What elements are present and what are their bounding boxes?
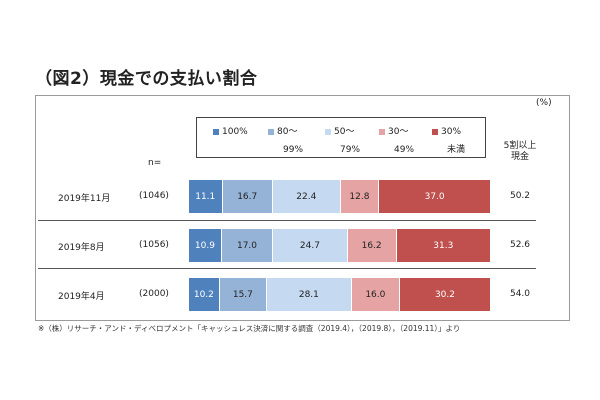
- stacked-bar: 11.1 16.7 22.4 12.8 37.0: [189, 180, 491, 213]
- bar-segment: 28.1: [267, 278, 352, 311]
- bar-segment: 17.0: [221, 229, 274, 262]
- legend-label-line2: 未満: [447, 145, 466, 155]
- legend-label: 50～: [334, 127, 355, 137]
- bar-segment: 37.0: [379, 180, 491, 213]
- legend-label-line2: 99%: [283, 145, 304, 155]
- legend-label: 80～: [277, 127, 298, 137]
- row-separator: [38, 268, 536, 269]
- bar-segment: 31.3: [396, 229, 491, 262]
- legend-label-line2: 79%: [340, 145, 361, 155]
- bar-segment: 16.2: [347, 229, 397, 262]
- bar-segment: 10.9: [189, 229, 222, 262]
- bar-segment: 16.7: [222, 180, 273, 213]
- row-sample-size: (2000): [139, 289, 169, 299]
- share-header-line2: 現金: [510, 152, 529, 162]
- legend-swatch: [325, 129, 331, 135]
- row-period-label: 2019年11月: [58, 194, 111, 204]
- legend-swatch: [379, 129, 385, 135]
- bar-segment: 12.8: [340, 180, 380, 213]
- bar-segment: 30.2: [399, 278, 491, 311]
- share-header-line1: 5割以上: [503, 141, 537, 151]
- legend-swatch: [268, 129, 274, 135]
- footnote: ※（株）リサーチ・アンド・ディベロプメント「キャッシュレス決済に関する調査（20…: [38, 324, 461, 333]
- legend-swatch: [432, 129, 438, 135]
- row-separator: [38, 220, 536, 221]
- bar-segment: 15.7: [219, 278, 268, 311]
- stacked-bar: 10.9 17.0 24.7 16.2 31.3: [189, 229, 491, 262]
- legend: [196, 117, 486, 158]
- legend-label: 100%: [222, 127, 248, 137]
- bar-segment: 22.4: [272, 180, 341, 213]
- share-50plus-value: 52.6: [509, 240, 531, 250]
- stacked-bar: 10.2 15.7 28.1 16.0 30.2: [189, 278, 491, 311]
- row-period-label: 2019年4月: [58, 292, 105, 302]
- chart-frame: [35, 95, 570, 321]
- row-sample-size: (1046): [139, 191, 169, 201]
- bar-segment: 16.0: [351, 278, 400, 311]
- bar-segment: 11.1: [189, 180, 223, 213]
- chart-title: （図2）現金での支払い割合: [35, 69, 258, 89]
- row-sample-size: (1056): [139, 240, 169, 250]
- row-period-label: 2019年8月: [58, 243, 105, 253]
- bar-segment: 24.7: [273, 229, 348, 262]
- bar-segment: 10.2: [189, 278, 220, 311]
- legend-label: 30%: [441, 127, 462, 137]
- share-50plus-value: 54.0: [509, 289, 531, 299]
- legend-label: 30～: [388, 127, 409, 137]
- legend-label-line2: 49%: [394, 145, 415, 155]
- legend-swatch: [213, 129, 219, 135]
- n-label: n=: [148, 158, 162, 168]
- share-header: 5割以上 現金: [496, 141, 544, 163]
- share-50plus-value: 50.2: [509, 191, 531, 201]
- unit-label: (%): [536, 98, 552, 108]
